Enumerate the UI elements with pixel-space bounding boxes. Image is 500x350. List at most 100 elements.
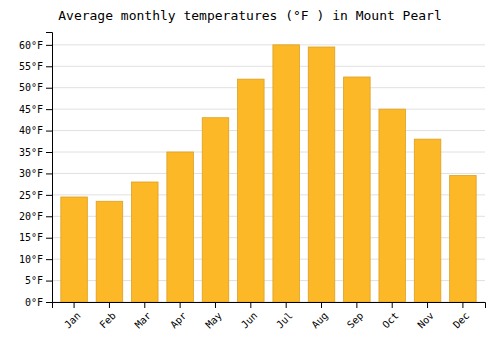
- x-tick-label: May: [203, 310, 224, 331]
- x-tick-mark: [74, 302, 75, 308]
- x-tick-label: Nov: [415, 310, 436, 331]
- chart: 0°F 5°F 10°F 15°F 20°F 25°F 30°F 35°F 40°F 45°F 50…: [0, 0, 500, 350]
- y-tick: 60°F: [19, 40, 52, 51]
- y-tick-label: 25°F: [19, 190, 43, 201]
- y-tick: 55°F: [19, 61, 52, 72]
- bar: [414, 139, 441, 302]
- y-tick-label: 60°F: [19, 40, 43, 51]
- x-tick-mark: [109, 302, 110, 308]
- y-tick: 35°F: [19, 147, 52, 158]
- y-tick: 40°F: [19, 125, 52, 136]
- x-tick: Dec: [451, 302, 472, 330]
- bar: [273, 45, 300, 302]
- y-tick-mark: [46, 173, 52, 174]
- y-tick: 45°F: [19, 104, 52, 115]
- y-tick-mark: [46, 302, 52, 303]
- y-tick-label: 0°F: [25, 297, 43, 308]
- grid-line: [52, 130, 485, 131]
- y-axis-line: [46, 33, 53, 303]
- grid-line: [52, 109, 485, 110]
- y-tick-mark: [46, 66, 52, 67]
- y-tick-mark: [46, 131, 52, 132]
- x-tick: Oct: [380, 302, 401, 330]
- x-tick-label: Feb: [97, 310, 118, 331]
- x-tick-label: Jul: [274, 310, 295, 331]
- y-tick-label: 5°F: [25, 275, 43, 286]
- grid-line: [52, 66, 485, 67]
- bar: [238, 79, 265, 302]
- x-axis: Jan Feb Mar Apr May Jun Jul Aug Sep Oct Nov Dec: [53, 302, 486, 330]
- bar: [96, 201, 123, 302]
- x-tick: Aug: [309, 302, 330, 330]
- x-tick-mark: [462, 302, 463, 308]
- y-tick-mark: [46, 259, 52, 260]
- plot: 0°F 5°F 10°F 15°F 20°F 25°F 30°F 35°F 40°F 45°F 50…: [19, 33, 486, 331]
- x-tick: Mar: [133, 302, 154, 330]
- x-tick: May: [203, 302, 224, 330]
- bar: [61, 197, 88, 302]
- x-tick-mark: [250, 302, 251, 308]
- bar: [379, 109, 406, 302]
- y-tick-label: 45°F: [19, 104, 43, 115]
- x-tick-mark: [321, 302, 322, 308]
- y-tick-label: 15°F: [19, 232, 43, 243]
- x-tick-label: Apr: [168, 310, 189, 331]
- x-tick: Jun: [239, 302, 260, 330]
- grid-line: [52, 87, 485, 88]
- y-tick-mark: [46, 216, 52, 217]
- bar: [202, 118, 229, 302]
- y-tick: 50°F: [19, 82, 52, 93]
- grid-line: [52, 44, 485, 45]
- y-tick: 25°F: [19, 190, 52, 201]
- x-tick-label: Aug: [309, 310, 330, 331]
- x-tick-label: Dec: [451, 310, 472, 331]
- x-tick-label: Oct: [380, 310, 401, 331]
- x-tick-mark: [180, 302, 181, 308]
- x-tick-mark: [392, 302, 393, 308]
- y-tick: 30°F: [19, 168, 52, 179]
- x-axis-line: [53, 303, 486, 309]
- bar: [450, 176, 477, 302]
- bar: [344, 77, 371, 302]
- x-tick-label: Jun: [239, 310, 260, 331]
- x-tick: Apr: [168, 302, 189, 330]
- x-tick: Nov: [415, 302, 436, 330]
- y-tick: 20°F: [19, 211, 52, 222]
- x-tick-mark: [427, 302, 428, 308]
- y-tick-mark: [46, 109, 52, 110]
- y-tick-mark: [46, 45, 52, 46]
- x-tick-mark: [144, 302, 145, 308]
- y-tick-mark: [46, 281, 52, 282]
- x-tick-mark: [215, 302, 216, 308]
- x-tick: Jan: [62, 302, 83, 330]
- y-axis: 0°F 5°F 10°F 15°F 20°F 25°F 30°F 35°F 40°F 45°F 50…: [19, 33, 53, 308]
- y-tick: 0°F: [25, 297, 52, 308]
- bars: [61, 45, 476, 302]
- bar: [167, 152, 194, 302]
- y-tick-label: 35°F: [19, 147, 43, 158]
- y-tick-mark: [46, 88, 52, 89]
- y-tick: 15°F: [19, 232, 52, 243]
- y-tick-label: 50°F: [19, 82, 43, 93]
- y-tick-mark: [46, 238, 52, 239]
- grid: [52, 45, 485, 302]
- y-tick-label: 20°F: [19, 211, 43, 222]
- bar: [308, 47, 335, 302]
- y-tick-mark: [46, 195, 52, 196]
- x-tick-label: Jan: [62, 310, 83, 331]
- bar: [132, 182, 159, 302]
- y-tick-label: 55°F: [19, 61, 43, 72]
- y-tick: 5°F: [25, 275, 52, 286]
- title: Average monthly temperatures (°F ) in Mo…: [58, 8, 442, 23]
- x-tick-mark: [356, 302, 357, 308]
- x-tick-label: Sep: [345, 310, 366, 331]
- y-tick-label: 40°F: [19, 125, 43, 136]
- y-tick-label: 10°F: [19, 254, 43, 265]
- x-tick: Feb: [97, 302, 118, 330]
- x-tick: Sep: [345, 302, 366, 330]
- y-tick: 10°F: [19, 254, 52, 265]
- y-tick-label: 30°F: [19, 168, 43, 179]
- x-tick: Jul: [274, 302, 295, 330]
- y-tick-mark: [46, 152, 52, 153]
- x-tick-label: Mar: [133, 310, 154, 331]
